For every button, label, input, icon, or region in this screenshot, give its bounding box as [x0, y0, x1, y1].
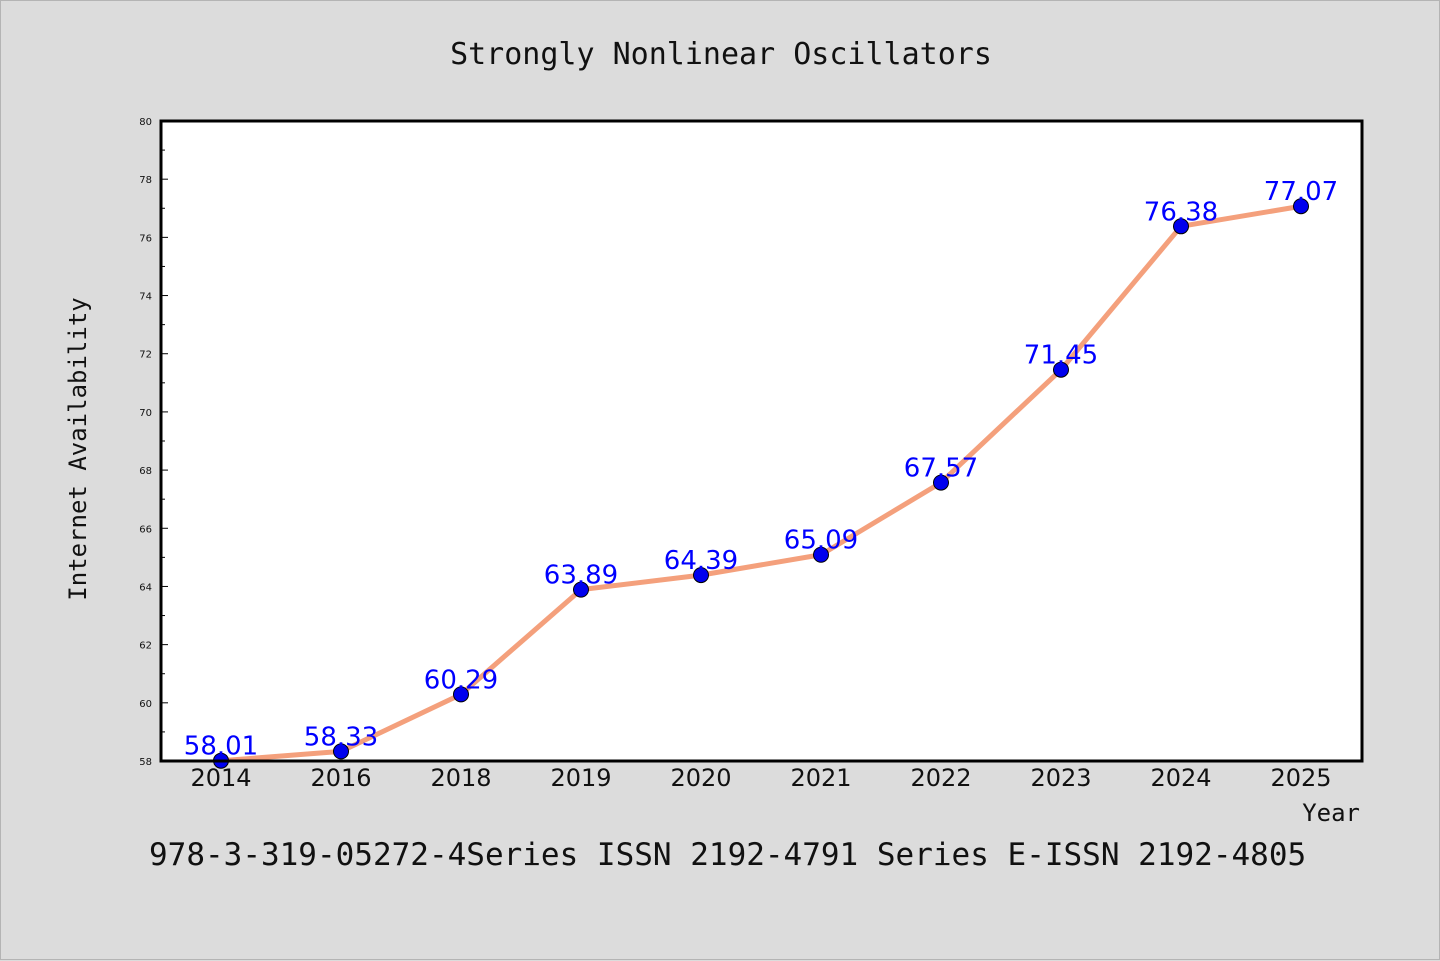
- plot-area: [161, 121, 1362, 761]
- data-point: [933, 474, 949, 491]
- x-tick-label: 2016: [310, 764, 371, 792]
- data-labels: 58.01 58.33 60.29 63.89 64.39 65.09 67.57 71.45…: [184, 177, 1338, 761]
- data-point: [1293, 198, 1309, 215]
- data-label: 76.38: [1144, 197, 1218, 227]
- x-tick-label: 2023: [1030, 764, 1091, 792]
- y-tick-label: 74: [139, 292, 152, 303]
- data-label: 60.29: [424, 665, 498, 695]
- data-label: 65.09: [784, 526, 858, 556]
- y-tick-label: 76: [139, 233, 152, 244]
- y-tick-label: 64: [139, 582, 152, 593]
- y-tick-label: 66: [139, 524, 152, 535]
- x-axis: 2014 2016 2018 2019 2020 2021 2022 2023 2024 2025: [190, 764, 1331, 792]
- x-tick-label: 2024: [1150, 764, 1211, 792]
- x-axis-label: Year: [1302, 799, 1360, 827]
- data-point: [1173, 218, 1189, 235]
- data-label: 58.33: [304, 722, 378, 752]
- x-tick-label: 2022: [910, 764, 971, 792]
- x-tick-label: 2018: [430, 764, 491, 792]
- y-tick-label: 68: [139, 466, 152, 477]
- x-tick-label: 2025: [1270, 764, 1331, 792]
- data-label: 77.07: [1264, 177, 1338, 207]
- chart-title: Strongly Nonlinear Oscillators: [450, 37, 992, 72]
- data-label: 71.45: [1024, 341, 1098, 371]
- y-tick-label: 70: [139, 408, 152, 419]
- data-point: [333, 743, 349, 760]
- data-label: 67.57: [904, 454, 978, 484]
- y-tick-label: 62: [139, 641, 152, 652]
- series-line: [218, 203, 1304, 764]
- data-label: 58.01: [184, 732, 258, 762]
- data-point: [693, 567, 709, 584]
- data-point: [453, 686, 469, 703]
- data-label: 64.39: [664, 546, 738, 576]
- x-tick-label: 2021: [790, 764, 851, 792]
- y-tick-label: 78: [139, 175, 152, 186]
- series-line-group: [213, 198, 1309, 769]
- y-axis-label: Internet Availability: [64, 297, 92, 600]
- plot-border: [159, 119, 1364, 763]
- x-tick-label: 2019: [550, 764, 611, 792]
- footer-text: 978-3-319-05272-4Series ISSN 2192-4791 S…: [149, 837, 1306, 873]
- data-label: 63.89: [544, 561, 618, 591]
- y-tick-label: 72: [139, 350, 152, 361]
- data-point: [573, 581, 589, 598]
- y-tick-label: 80: [139, 117, 152, 128]
- y-tick-label: 58: [139, 757, 152, 768]
- x-tick-label: 2020: [670, 764, 731, 792]
- data-point: [1053, 361, 1069, 378]
- y-tick-label: 60: [139, 699, 152, 710]
- data-point: [813, 546, 829, 563]
